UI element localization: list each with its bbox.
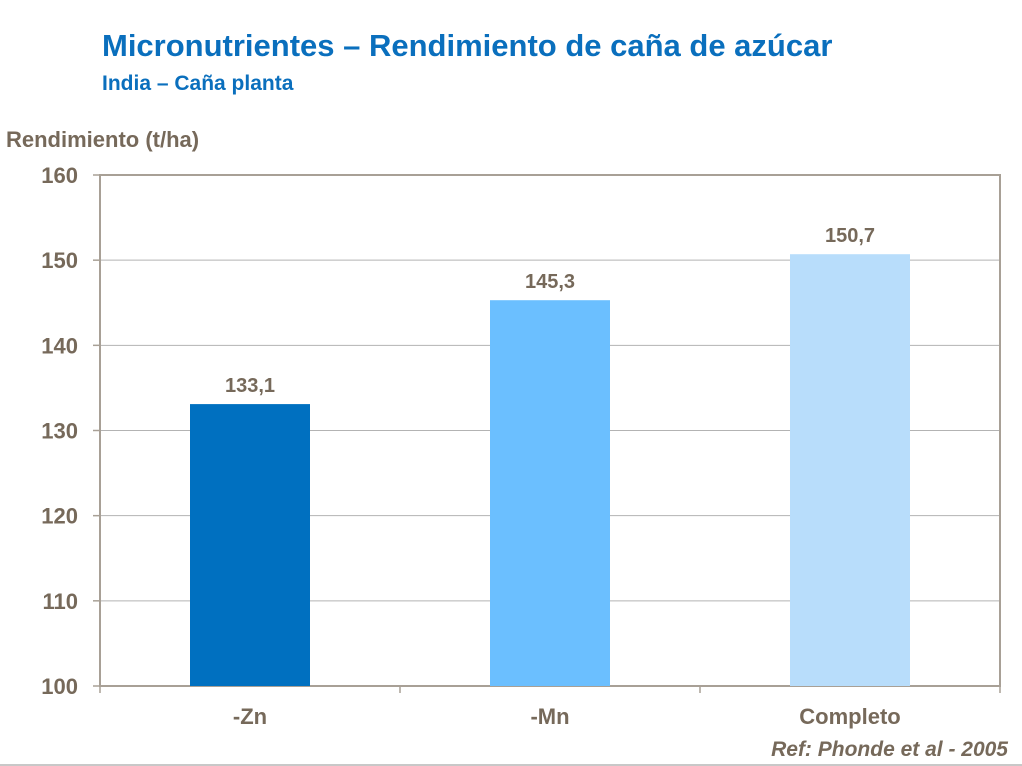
y-tick-label: 160 xyxy=(41,163,78,188)
bar-zn xyxy=(190,404,310,686)
chart-subtitle: India – Caña planta xyxy=(102,72,294,95)
y-tick-label: 130 xyxy=(41,419,78,444)
chart-title: Micronutrientes – Rendimiento de caña de… xyxy=(102,28,833,63)
x-tick-label: -Mn xyxy=(530,704,569,729)
y-tick-label: 140 xyxy=(41,333,78,358)
y-tick-label: 100 xyxy=(41,674,78,699)
bar-completo xyxy=(790,254,910,686)
y-axis-label: Rendimiento (t/ha) xyxy=(6,127,200,152)
y-tick-label: 150 xyxy=(41,248,78,273)
reference-note: Ref: Phonde et al - 2005 xyxy=(771,738,1008,761)
data-label: 145,3 xyxy=(525,271,575,293)
y-tick-label: 120 xyxy=(41,504,78,529)
x-tick-label: Completo xyxy=(799,704,900,729)
bar-mn xyxy=(490,300,610,686)
divider xyxy=(0,764,1022,766)
x-tick-label: -Zn xyxy=(233,704,267,729)
y-tick-label: 110 xyxy=(43,589,79,614)
data-label: 133,1 xyxy=(225,375,275,397)
data-label: 150,7 xyxy=(825,225,875,247)
